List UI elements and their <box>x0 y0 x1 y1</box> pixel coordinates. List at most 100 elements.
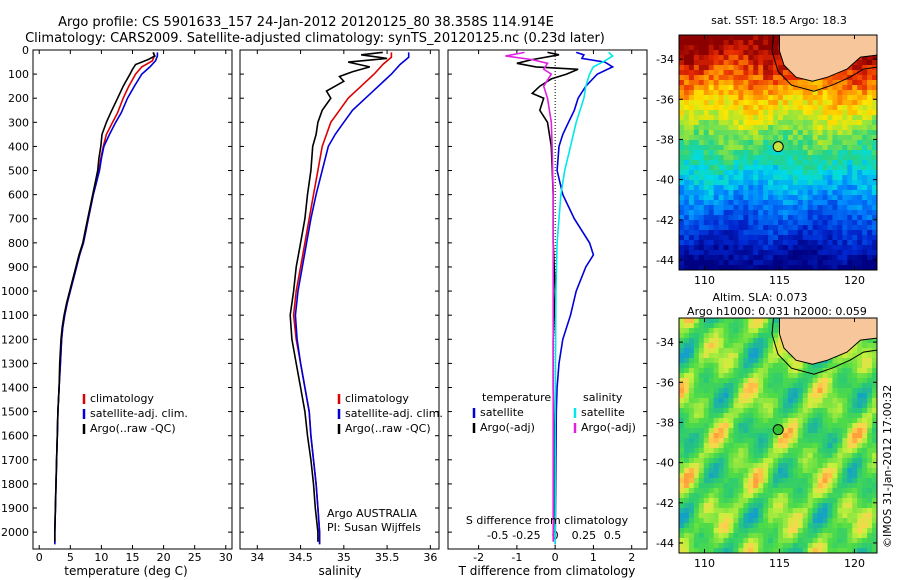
map-cell <box>787 403 794 409</box>
salinity-xlabel: salinity <box>318 564 361 578</box>
map-cell <box>703 453 710 459</box>
map-cell <box>718 393 725 399</box>
map-cell <box>728 358 735 364</box>
map-cell <box>797 225 804 231</box>
map-cell <box>768 348 774 354</box>
map-cell <box>852 533 858 539</box>
map-cell <box>837 150 843 156</box>
map-cell <box>713 235 720 241</box>
map-cell <box>837 260 843 266</box>
map-cell <box>738 333 744 339</box>
map-cell <box>807 175 814 181</box>
map-cell <box>837 230 843 236</box>
map-cell <box>812 260 819 266</box>
map-cell <box>758 145 764 151</box>
map-cell <box>862 378 868 384</box>
map-cell <box>743 60 749 66</box>
map-cell <box>763 538 769 544</box>
map-cell <box>693 513 700 519</box>
map-cell <box>738 200 744 206</box>
map-cell <box>792 543 799 549</box>
map-cell <box>733 358 739 364</box>
map-cell <box>723 528 730 534</box>
map-cell <box>693 423 700 429</box>
map-cell <box>857 95 863 101</box>
map-cell <box>683 140 690 146</box>
map-cell <box>827 110 834 116</box>
map-cell <box>688 498 695 504</box>
map-cell <box>723 130 730 136</box>
map-cell <box>802 145 809 151</box>
depth-tick-label: 800 <box>8 237 29 250</box>
map-cell <box>768 473 774 479</box>
lon-tick-label: 110 <box>694 274 715 287</box>
map-cell <box>728 423 735 429</box>
map-cell <box>797 423 804 429</box>
map-cell <box>807 433 814 439</box>
map-cell <box>758 45 764 51</box>
map-cell <box>797 190 804 196</box>
map-cell <box>723 160 730 166</box>
map-cell <box>723 255 730 261</box>
map-cell <box>857 358 863 364</box>
map-cell <box>867 388 873 394</box>
map-cell <box>837 125 843 131</box>
map-cell <box>872 90 877 96</box>
map-cell <box>748 503 754 509</box>
map-cell <box>748 508 754 514</box>
map-cell <box>698 338 705 344</box>
map-cell <box>713 125 720 131</box>
map-cell <box>852 488 858 494</box>
map-cell <box>857 65 863 71</box>
map-cell <box>802 418 809 424</box>
map-cell <box>703 428 710 434</box>
map-cell <box>693 195 700 201</box>
map-cell <box>832 255 838 261</box>
map-cell <box>797 428 804 434</box>
map-cell <box>782 240 789 246</box>
map-cell <box>703 40 710 46</box>
map-cell <box>758 528 764 534</box>
map-cell <box>847 90 853 96</box>
map-cell <box>773 468 779 474</box>
map-cell <box>728 543 735 549</box>
map-cell <box>679 378 685 384</box>
map-cell <box>743 120 749 126</box>
map-cell <box>778 100 784 106</box>
map-cell <box>872 428 877 434</box>
map-cell <box>857 383 863 389</box>
map-cell <box>817 418 824 424</box>
map-cell <box>738 368 744 374</box>
map-cell <box>738 463 744 469</box>
map-cell <box>753 543 759 549</box>
map-cell <box>857 513 863 519</box>
map-cell <box>738 358 744 364</box>
map-cell <box>748 65 754 71</box>
map-cell <box>683 260 690 266</box>
map-cell <box>778 95 784 101</box>
map-cell <box>698 343 705 349</box>
map-cell <box>728 428 735 434</box>
map-cell <box>872 145 877 151</box>
map-cell <box>768 543 774 549</box>
map-cell <box>797 488 804 494</box>
map-cell <box>862 255 868 261</box>
map-cell <box>773 463 779 469</box>
map-cell <box>743 503 749 509</box>
map-cell <box>728 80 735 86</box>
map-cell <box>773 225 779 231</box>
map-cell <box>857 185 863 191</box>
map-cell <box>817 528 824 534</box>
map-cell <box>713 35 720 41</box>
map-cell <box>679 185 685 191</box>
map-cell <box>708 488 715 494</box>
map-cell <box>817 468 824 474</box>
map-cell <box>822 543 829 549</box>
map-cell <box>708 90 715 96</box>
map-cell <box>683 100 690 106</box>
map-cell <box>862 120 868 126</box>
map-cell <box>842 368 848 374</box>
map-cell <box>763 398 769 404</box>
map-cell <box>822 175 829 181</box>
map-cell <box>837 528 843 534</box>
